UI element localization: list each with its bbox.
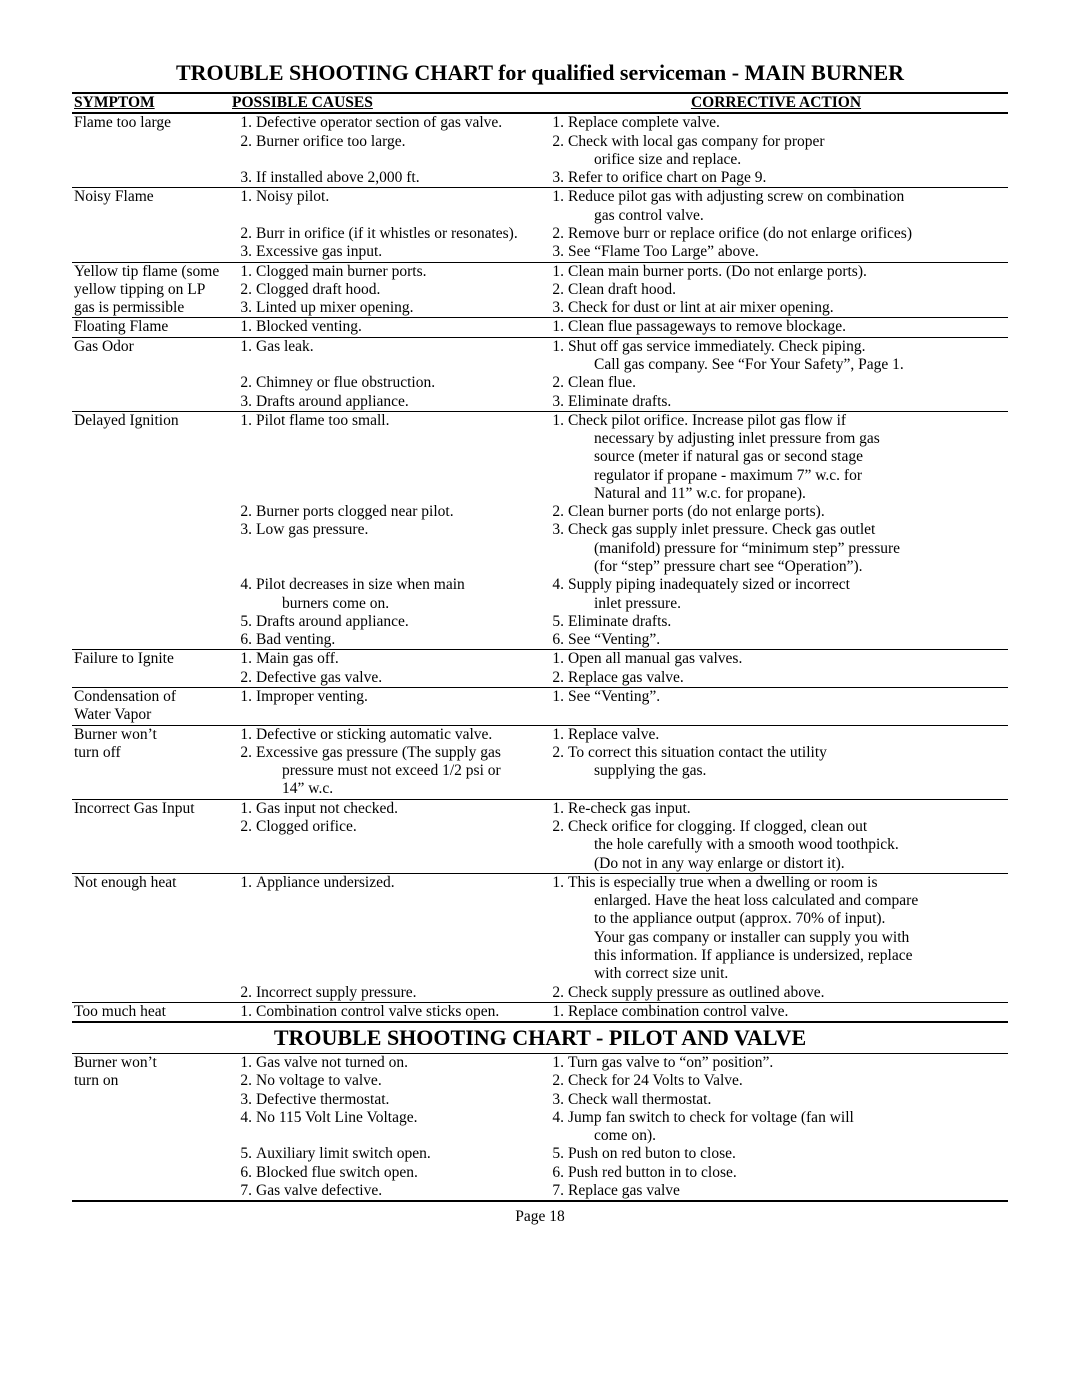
causes-cell: 1.Noisy pilot. 2.Burr in orifice (if it … (232, 188, 544, 262)
table-row: Floating Flame1.Blocked venting.1.Clean … (72, 318, 1008, 337)
causes-cell: 1.Gas leak. 2.Chimney or flue obstructio… (232, 337, 544, 411)
causes-cell: 1.Clogged main burner ports.2.Clogged dr… (232, 262, 544, 318)
table-row: Delayed Ignition1.Pilot flame too small.… (72, 411, 1008, 650)
symptom-cell: Gas Odor (72, 337, 232, 411)
header-symptom: SYMPTOM (72, 93, 232, 113)
header-actions: CORRECTIVE ACTION (544, 93, 1008, 113)
page-number: Page 18 (72, 1208, 1008, 1226)
table-row: Not enough heat1.Appliance undersized. 2… (72, 873, 1008, 1002)
symptom-cell: Burner won’tturn on (72, 1054, 232, 1202)
actions-cell: 1.Check pilot orifice. Increase pilot ga… (544, 411, 1008, 650)
symptom-cell: Condensation ofWater Vapor (72, 688, 232, 726)
table-row: Burner won’tturn on1.Gas valve not turne… (72, 1054, 1008, 1202)
actions-cell: 1.Clean flue passageways to remove block… (544, 318, 1008, 337)
causes-cell: 1.Gas valve not turned on.2.No voltage t… (232, 1054, 544, 1202)
actions-cell: 1.Replace combination control valve. (544, 1002, 1008, 1022)
actions-cell: 1.Replace complete valve.2.Check with lo… (544, 113, 1008, 188)
table-row: Yellow tip flame (someyellow tipping on … (72, 262, 1008, 318)
causes-cell: 1.Blocked venting. (232, 318, 544, 337)
symptom-cell: Yellow tip flame (someyellow tipping on … (72, 262, 232, 318)
causes-cell: 1.Appliance undersized. 2.Incorrect supp… (232, 873, 544, 1002)
page-title: TROUBLE SHOOTING CHART for qualified ser… (72, 60, 1008, 86)
causes-cell: 1.Gas input not checked.2.Clogged orific… (232, 799, 544, 873)
actions-cell: 1.Re-check gas input.2.Check orifice for… (544, 799, 1008, 873)
causes-cell: 1.Pilot flame too small. 2.Burner ports … (232, 411, 544, 650)
causes-cell: 1.Main gas off.2.Defective gas valve. (232, 650, 544, 688)
symptom-cell: Failure to Ignite (72, 650, 232, 688)
symptom-cell: Burner won’tturn off (72, 725, 232, 799)
actions-cell: 1.Open all manual gas valves.2.Replace g… (544, 650, 1008, 688)
symptom-cell: Flame too large (72, 113, 232, 188)
symptom-cell: Noisy Flame (72, 188, 232, 262)
symptom-cell: Incorrect Gas Input (72, 799, 232, 873)
causes-cell: 1.Improper venting. (232, 688, 544, 726)
symptom-cell: Too much heat (72, 1002, 232, 1022)
header-causes: POSSIBLE CAUSES (232, 93, 544, 113)
table-header-row: SYMPTOM POSSIBLE CAUSES CORRECTIVE ACTIO… (72, 93, 1008, 113)
actions-cell: 1.See “Venting”. (544, 688, 1008, 726)
table-row: Incorrect Gas Input1.Gas input not check… (72, 799, 1008, 873)
table-row: Burner won’tturn off1.Defective or stick… (72, 725, 1008, 799)
table-row: Too much heat1.Combination control valve… (72, 1002, 1008, 1022)
troubleshooting-table: SYMPTOM POSSIBLE CAUSES CORRECTIVE ACTIO… (72, 92, 1008, 1202)
actions-cell: 1.This is especially true when a dwellin… (544, 873, 1008, 1002)
causes-cell: 1.Defective or sticking automatic valve.… (232, 725, 544, 799)
symptom-cell: Delayed Ignition (72, 411, 232, 650)
actions-cell: 1.Shut off gas service immediately. Chec… (544, 337, 1008, 411)
actions-cell: 1.Replace valve.2.To correct this situat… (544, 725, 1008, 799)
causes-cell: 1.Combination control valve sticks open. (232, 1002, 544, 1022)
symptom-cell: Not enough heat (72, 873, 232, 1002)
actions-cell: 1.Turn gas valve to “on” position”.2.Che… (544, 1054, 1008, 1202)
subtitle-pilot: TROUBLE SHOOTING CHART - PILOT AND VALVE (72, 1025, 1008, 1051)
table-row: Flame too large1.Defective operator sect… (72, 113, 1008, 188)
table-row: Condensation ofWater Vapor1.Improper ven… (72, 688, 1008, 726)
symptom-cell: Floating Flame (72, 318, 232, 337)
actions-cell: 1.Reduce pilot gas with adjusting screw … (544, 188, 1008, 262)
table-row: Gas Odor1.Gas leak. 2.Chimney or flue ob… (72, 337, 1008, 411)
actions-cell: 1.Clean main burner ports. (Do not enlar… (544, 262, 1008, 318)
causes-cell: 1.Defective operator section of gas valv… (232, 113, 544, 188)
table-row: Failure to Ignite1.Main gas off.2.Defect… (72, 650, 1008, 688)
table-row: Noisy Flame1.Noisy pilot. 2.Burr in orif… (72, 188, 1008, 262)
